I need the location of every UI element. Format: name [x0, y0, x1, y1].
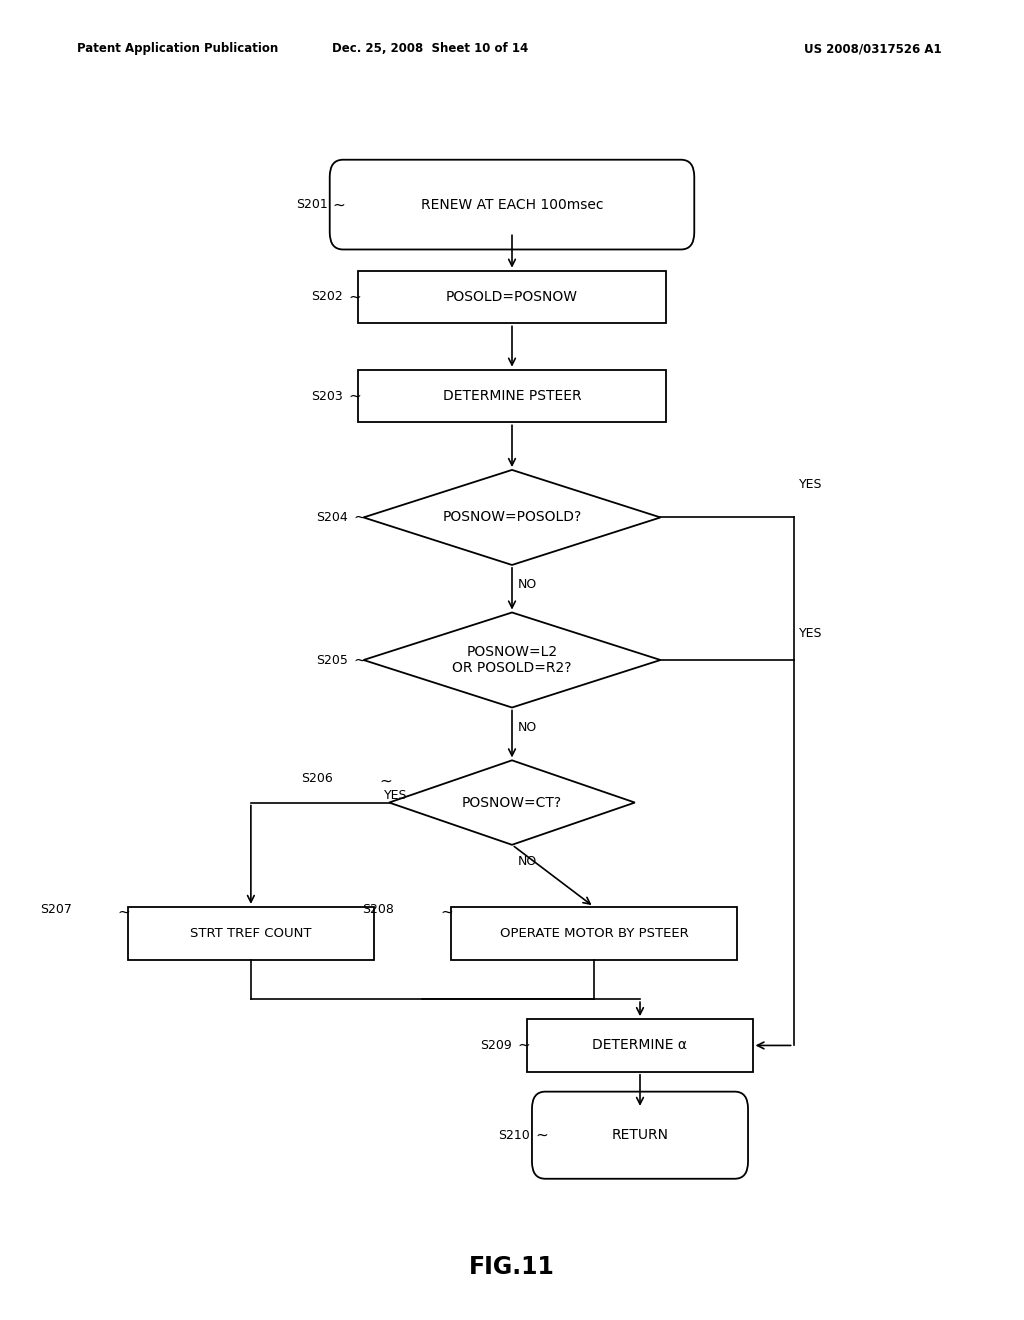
Text: ~: ~ [348, 289, 360, 305]
Text: S206: S206 [301, 772, 333, 785]
Text: NO: NO [518, 578, 537, 591]
Text: NO: NO [518, 855, 537, 869]
Text: ~: ~ [440, 904, 453, 920]
Text: FIG.11: FIG.11 [469, 1255, 555, 1279]
Text: OPERATE MOTOR BY PSTEER: OPERATE MOTOR BY PSTEER [500, 927, 688, 940]
FancyBboxPatch shape [330, 160, 694, 249]
Text: NO: NO [518, 721, 537, 734]
Text: ~: ~ [348, 388, 360, 404]
FancyBboxPatch shape [532, 1092, 748, 1179]
Text: POSOLD=POSNOW: POSOLD=POSNOW [446, 290, 578, 304]
Polygon shape [364, 470, 660, 565]
Text: YES: YES [799, 627, 822, 640]
Text: S205: S205 [316, 653, 348, 667]
Text: Dec. 25, 2008  Sheet 10 of 14: Dec. 25, 2008 Sheet 10 of 14 [332, 42, 528, 55]
Text: S209: S209 [480, 1039, 512, 1052]
Text: S210: S210 [498, 1129, 530, 1142]
FancyBboxPatch shape [527, 1019, 753, 1072]
FancyBboxPatch shape [358, 370, 666, 422]
Text: S203: S203 [311, 389, 343, 403]
Text: ~: ~ [535, 1127, 548, 1143]
FancyBboxPatch shape [451, 907, 737, 960]
Text: ~: ~ [333, 197, 345, 213]
Text: YES: YES [799, 478, 822, 491]
Text: DETERMINE α: DETERMINE α [593, 1039, 687, 1052]
Text: ~: ~ [379, 774, 391, 789]
Text: S204: S204 [316, 511, 348, 524]
FancyBboxPatch shape [358, 271, 666, 323]
Text: Patent Application Publication: Patent Application Publication [77, 42, 279, 55]
Text: ~: ~ [353, 510, 366, 525]
Text: S208: S208 [362, 903, 394, 916]
Text: US 2008/0317526 A1: US 2008/0317526 A1 [805, 42, 942, 55]
Text: RENEW AT EACH 100msec: RENEW AT EACH 100msec [421, 198, 603, 211]
Text: S207: S207 [40, 903, 72, 916]
Text: POSNOW=POSOLD?: POSNOW=POSOLD? [442, 511, 582, 524]
Text: S201: S201 [296, 198, 328, 211]
Text: STRT TREF COUNT: STRT TREF COUNT [190, 927, 311, 940]
Text: ~: ~ [353, 652, 366, 668]
Text: ~: ~ [118, 904, 130, 920]
Polygon shape [364, 612, 660, 708]
Text: DETERMINE PSTEER: DETERMINE PSTEER [442, 389, 582, 403]
Text: YES: YES [384, 789, 408, 803]
Text: POSNOW=L2
OR POSOLD=R2?: POSNOW=L2 OR POSOLD=R2? [453, 645, 571, 675]
Text: ~: ~ [517, 1038, 529, 1053]
Polygon shape [389, 760, 635, 845]
Text: RETURN: RETURN [611, 1129, 669, 1142]
Text: POSNOW=CT?: POSNOW=CT? [462, 796, 562, 809]
FancyBboxPatch shape [128, 907, 374, 960]
Text: S202: S202 [311, 290, 343, 304]
